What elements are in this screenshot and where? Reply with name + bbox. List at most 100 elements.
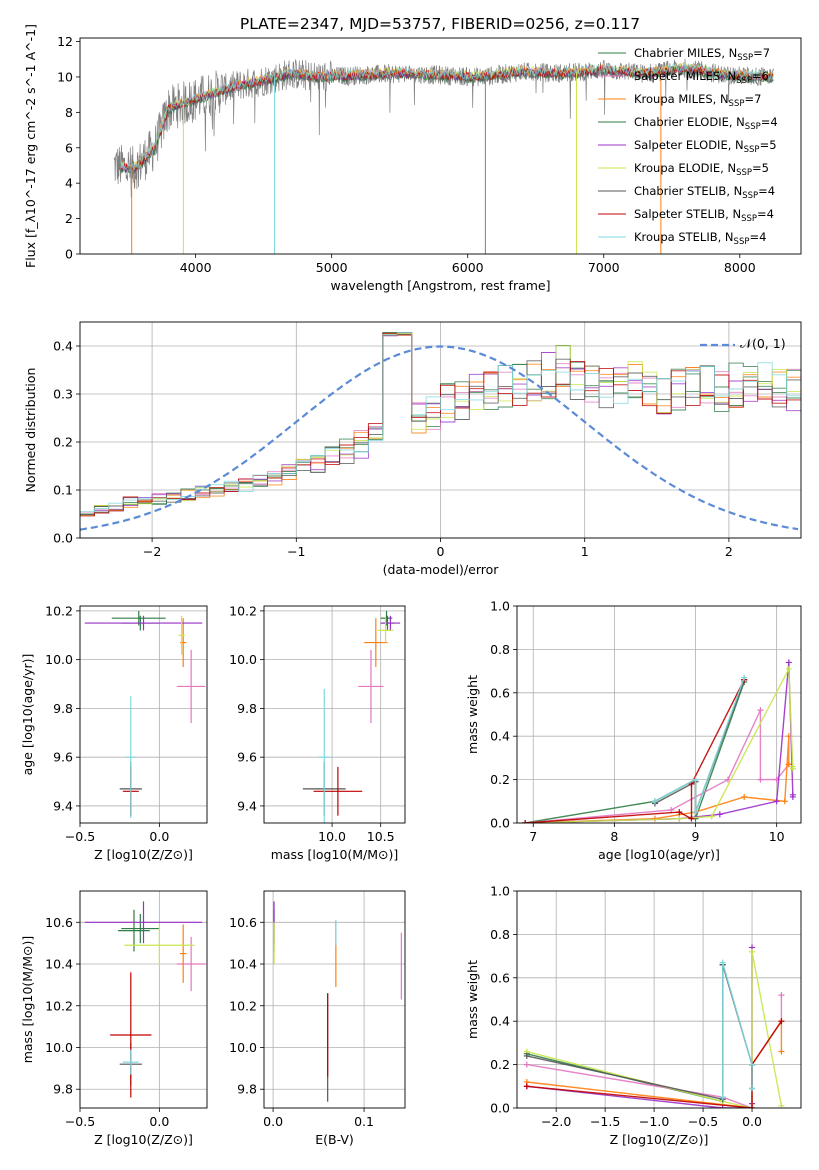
- mass-weight-marker: [741, 674, 748, 681]
- x-tick-label: 8000: [724, 260, 756, 275]
- y-tick-label: 12: [57, 34, 73, 49]
- mass-weight-line: [654, 677, 745, 813]
- x-tick-label: 0.1: [354, 1114, 374, 1129]
- x-axis-label: E(B-V): [315, 1132, 354, 1147]
- y-tick-label: 9.8: [237, 1082, 257, 1097]
- y-tick-label: 0.6: [490, 970, 510, 985]
- mass-weight-marker: [676, 815, 683, 822]
- y-tick-label: 0.8: [490, 642, 510, 657]
- y-tick-label: 1.0: [490, 884, 510, 899]
- axis-ticks: −2 −1 0 1 2 0.0 0.1 0.2 0.3 0.4: [53, 339, 733, 560]
- residual-histogram-series: [80, 332, 801, 538]
- x-tick-label: 4000: [180, 260, 212, 275]
- legend-entry: 𝒩(0, 1): [740, 336, 786, 351]
- y-axis-label: Flux [f_λ10^-17 erg cm^-2 s^-1 A^-1]: [23, 24, 38, 268]
- y-tick-label: 0.2: [490, 1057, 510, 1072]
- mass-weight-marker: [749, 1061, 756, 1068]
- mass-weight-line: [525, 679, 745, 823]
- residual-histogram-series: [80, 332, 801, 538]
- x-tick-label: 5000: [316, 260, 348, 275]
- y-tick-label: 10.4: [45, 957, 73, 972]
- mass-weight-marker: [749, 1105, 756, 1108]
- grid-lines: [79, 606, 207, 823]
- legend-entry: Kroupa STELIB, NSSP=4: [634, 230, 766, 247]
- x-axis-label: wavelength [Angstrom, rest frame]: [330, 278, 550, 293]
- mass-weight-marker: [785, 659, 792, 666]
- mass-weight-marker: [778, 992, 785, 999]
- y-tick-label: 6: [65, 140, 73, 155]
- y-tick-label: 10.2: [45, 603, 73, 618]
- spectrum-legend: Chabrier MILES, NSSP=7 Salpeter MILES, NS…: [598, 46, 778, 247]
- mass-weight-marker: [719, 1094, 726, 1101]
- residual-histogram-series: [80, 332, 801, 538]
- mass-vs-ebv-panel: 0.0 0.1 9.8 10.0 10.2 10.4 10.6 E(B-V): [229, 890, 406, 1147]
- y-tick-label: 0.6: [490, 685, 510, 700]
- residual-histogram-series: [80, 332, 801, 538]
- y-tick-label: 10.4: [229, 957, 257, 972]
- x-tick-label: 2: [725, 544, 733, 559]
- normal-distribution-curve: [80, 345, 799, 531]
- x-tick-label: −0.5: [688, 1114, 718, 1129]
- mass-weight-marker: [523, 1061, 530, 1068]
- residual-histogram-series: [80, 333, 801, 538]
- y-tick-label: 8: [65, 105, 73, 120]
- y-tick-label: 9.8: [237, 701, 257, 716]
- mass-weight-marker: [523, 1052, 530, 1059]
- y-axis-label: Normed distribution: [23, 368, 38, 493]
- y-tick-label: 10.6: [45, 915, 73, 930]
- grid-lines: [80, 322, 801, 539]
- x-axis-label: (data-model)/error: [383, 562, 500, 577]
- mass-weight-marker: [757, 707, 764, 714]
- y-tick-label: 0.0: [490, 816, 510, 831]
- x-tick-label: −2.0: [541, 1114, 571, 1129]
- legend-entry: Salpeter MILES, NSSP=6: [634, 69, 769, 86]
- grid-lines: [517, 890, 801, 1109]
- legend-entry: Salpeter ELODIE, NSSP=5: [634, 138, 777, 155]
- grid-lines: [264, 891, 405, 1108]
- y-tick-label: 9.6: [237, 750, 257, 765]
- y-tick-label: 10.6: [229, 915, 257, 930]
- plot-area: [273, 901, 402, 1102]
- x-tick-label: −1.0: [639, 1114, 669, 1129]
- y-axis-label: mass weight: [465, 675, 480, 754]
- axes-frame: [516, 605, 802, 824]
- axes-frame: [79, 37, 802, 255]
- grid-lines: [264, 606, 405, 823]
- y-tick-label: 0.3: [53, 387, 73, 402]
- figure-title: PLATE=2347, MJD=53757, FIBERID=0256, z=0…: [240, 15, 640, 33]
- mass-weight-marker: [692, 776, 699, 783]
- x-tick-label: −1: [287, 544, 305, 559]
- y-tick-label: 10.0: [45, 652, 73, 667]
- x-tick-label: 7: [529, 829, 537, 844]
- mass-weight-marker: [749, 1085, 756, 1092]
- mass-weight-marker: [708, 813, 715, 820]
- plot-area: [84, 610, 206, 819]
- y-tick-label: 10.0: [45, 1040, 73, 1055]
- y-tick-label: 0.1: [53, 483, 73, 498]
- plot-area: [522, 659, 796, 823]
- axis-ticks: 7 8 9 10 0.0 0.2 0.4 0.6 0.8 1.0: [490, 599, 785, 845]
- plot-area: [523, 944, 785, 1108]
- x-tick-label: 10: [769, 829, 785, 844]
- age-vs-mass-panel: 10.0 10.5 9.4 9.6 9.8 10.0 10.2 mass [log10(M/M…: [229, 603, 406, 862]
- y-tick-label: 10.2: [229, 603, 257, 618]
- x-axis-label: Z [log10(Z/Z⊙)]: [610, 1132, 709, 1147]
- axis-ticks: 10.0 10.5 9.4 9.6 9.8 10.0 10.2: [229, 603, 394, 844]
- y-tick-label: 1.0: [490, 599, 510, 614]
- x-tick-label: 0.0: [263, 1114, 283, 1129]
- spectrum-panel: 4000 5000 6000 7000 8000 0 2 4 6 8 10 12 wavelength …: [23, 24, 802, 293]
- x-axis-label: Z [log10(Z/Z⊙)]: [94, 847, 193, 862]
- y-tick-label: 0.0: [490, 1101, 510, 1116]
- mass-weight-line: [654, 679, 745, 813]
- mass-weight-marker: [778, 1048, 785, 1055]
- x-tick-label: 8: [610, 829, 618, 844]
- x-tick-label: 0.0: [149, 829, 169, 844]
- axes-frame: [79, 890, 208, 1109]
- x-tick-label: −2: [143, 544, 161, 559]
- y-tick-label: 0.2: [53, 435, 73, 450]
- mass-weight-line: [526, 964, 753, 1101]
- mass-vs-metallicity-panel: −0.5 0.0 9.8 10.0 10.2 10.4 10.6 Z [log10(Z/Z⊙)…: [20, 890, 208, 1147]
- x-tick-label: 9: [692, 829, 700, 844]
- mass-weight-marker: [773, 798, 780, 805]
- legend-entry: Chabrier STELIB, NSSP=4: [634, 184, 775, 201]
